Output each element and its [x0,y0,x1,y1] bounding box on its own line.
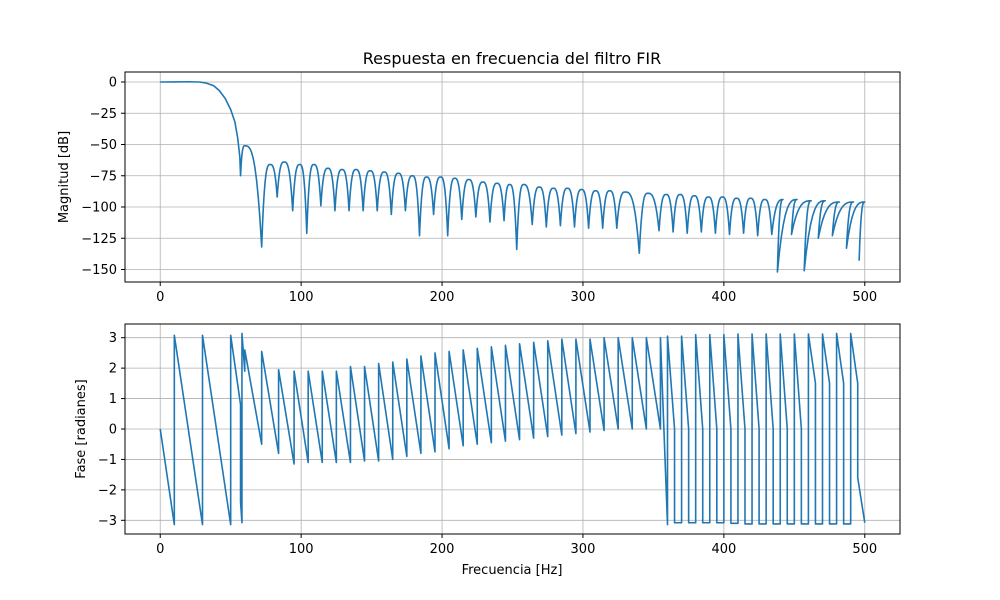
magnitude-x-tick-label: 500 [852,290,877,305]
magnitude-subplot: 0 100 200 300 400 500 0 −25 −50 −75 −100 −125 −150 R… [57,49,901,306]
magnitude-x-tick-label: 0 [156,290,164,305]
phase-x-tick-label: 500 [852,542,877,557]
phase-y-tick-label: 3 [109,331,117,346]
magnitude-y-tick-label: −100 [81,201,117,216]
phase-x-axis-label: Frecuencia [Hz] [462,563,563,578]
phase-y-axis-label: Fase [radianes] [74,379,89,478]
phase-y-tick-label: 0 [109,423,117,438]
magnitude-x-tick-label: 200 [430,290,455,305]
magnitude-y-tick-label: −50 [90,138,117,153]
magnitude-x-tick-label: 100 [289,290,314,305]
phase-x-tick-label: 0 [156,542,164,557]
phase-y-tick-label: −3 [98,514,117,529]
phase-x-tick-label: 400 [711,542,736,557]
magnitude-y-tick-label: 0 [109,76,117,91]
phase-y-tick-label: −2 [98,483,117,498]
magnitude-grid [125,72,900,282]
magnitude-y-tick-label: −25 [90,107,117,122]
phase-y-tick-label: 2 [109,362,117,377]
magnitude-y-tick-label: −75 [90,169,117,184]
magnitude-y-tick-label: −150 [81,263,117,278]
phase-subplot: 0 100 200 300 400 500 3 2 1 0 −1 −2 −3 Frecuencia [H… [74,323,901,578]
phase-x-tick-label: 100 [289,542,314,557]
magnitude-axes-frame [124,71,901,283]
phase-series-line [159,332,866,526]
magnitude-x-tick-label: 400 [711,290,736,305]
phase-y-tick-label: 1 [109,392,117,407]
phase-y-tick-label: −1 [98,453,117,468]
magnitude-series-line [160,80,866,273]
phase-line-group [159,332,866,526]
magnitude-y-axis-label: Magnitud [dB] [57,131,72,223]
magnitude-y-tick-label: −125 [81,232,117,247]
phase-ticks: 0 100 200 300 400 500 3 2 1 0 −1 −2 −3 [98,331,877,557]
chart-title: Respuesta en frecuencia del filtro FIR [363,49,662,68]
magnitude-x-tick-label: 300 [571,290,596,305]
magnitude-ticks: 0 100 200 300 400 500 0 −25 −50 −75 −100 −125 −150 [81,76,877,306]
phase-x-tick-label: 300 [571,542,596,557]
phase-x-tick-label: 200 [430,542,455,557]
magnitude-line-group [160,80,866,273]
